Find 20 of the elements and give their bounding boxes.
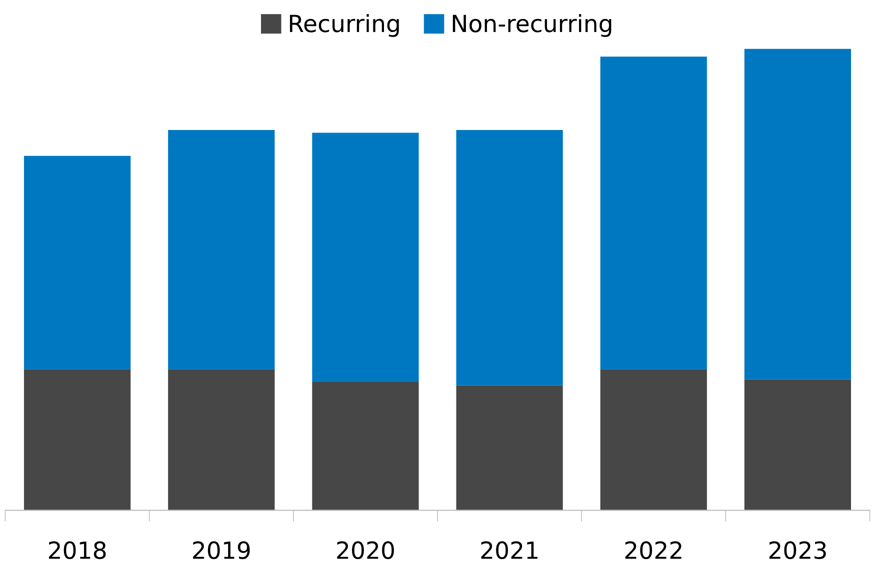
bar: [24, 369, 131, 510]
bar: [600, 369, 707, 510]
bar: [456, 130, 563, 386]
bar: [168, 369, 275, 510]
bar: [600, 56, 707, 370]
bar: [312, 382, 419, 510]
bar: [744, 48, 852, 380]
legend-label: Non-recurring: [452, 14, 612, 37]
x-tick-label: 2022: [625, 541, 682, 560]
bar: [312, 132, 419, 382]
x-tick-label: 2021: [481, 541, 538, 560]
bar: [168, 130, 275, 370]
bar: [744, 379, 852, 510]
x-tick-label: 2018: [48, 541, 106, 560]
x-tick-label: 2019: [193, 541, 250, 560]
legend-label: Recurring: [290, 14, 399, 37]
bar: [456, 385, 563, 510]
bar: [24, 156, 131, 370]
x-tick-label: 2020: [337, 541, 394, 560]
x-tick-label: 2023: [769, 541, 826, 560]
